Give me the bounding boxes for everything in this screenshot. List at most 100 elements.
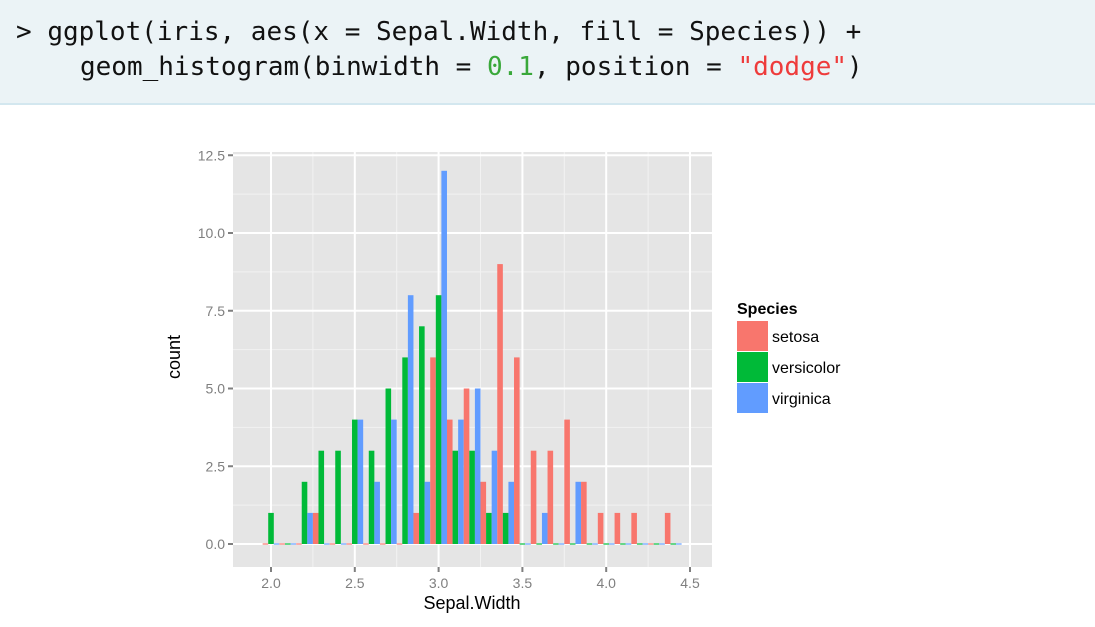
histogram-bar-versicolor [419,326,425,544]
histogram-bar-virginica [273,543,280,545]
code-block: > ggplot(iris, aes(x = Sepal.Width, fill… [0,0,1095,105]
histogram-bar-versicolor [452,450,459,544]
histogram-bar-setosa [279,543,285,545]
histogram-bar-setosa [664,512,671,544]
histogram-bar-virginica [357,419,364,544]
histogram-bar-versicolor [435,295,442,544]
histogram-bar-versicolor [636,543,643,545]
histogram-bar-virginica [324,543,330,545]
histogram-bar-virginica [441,170,447,545]
x-tick-label: 2.0 [261,575,281,591]
histogram-bar-virginica [391,419,397,544]
histogram-bar-setosa [564,419,570,544]
code-text: , position = [533,52,738,82]
code-string: "dodge" [737,52,848,82]
code-text: geom_histogram(binwidth = [80,52,487,82]
histogram-bar-setosa [430,357,436,544]
histogram-bar-virginica [659,543,665,545]
histogram-bar-virginica [407,295,414,544]
histogram-bar-setosa [363,543,369,545]
histogram-bar-setosa [614,512,621,544]
code-line-2: geom_histogram(binwidth = 0.1, position … [80,51,863,83]
histogram-bar-setosa [463,388,470,544]
histogram-bar-versicolor [653,543,660,545]
legend-swatch-virginica [737,383,768,413]
histogram-bar-setosa [262,543,269,545]
y-tick-label: 10.0 [198,225,225,241]
histogram-bar-setosa [312,512,319,544]
legend-title: Species [737,301,798,318]
histogram-bar-virginica [558,543,565,545]
histogram-bar-versicolor [486,512,492,544]
histogram-bar-setosa [648,543,654,545]
histogram-bar-setosa [597,512,604,544]
legend-label-setosa: setosa [772,329,819,346]
histogram-bar-setosa [480,481,487,544]
x-tick-label: 4.0 [596,575,616,591]
legend: Species setosa versicolor virginica [737,301,841,413]
code-text: ) [847,52,863,82]
histogram-bar-setosa [631,512,637,544]
x-tick-label: 2.5 [345,575,365,591]
histogram-bar-setosa [396,543,403,545]
histogram-bar-virginica [541,512,548,544]
y-axis: 0.0 2.5 5.0 7.5 10.0 12.5 [198,147,233,552]
y-tick-label: 12.5 [198,147,225,163]
x-tick-label: 3.5 [513,575,533,591]
y-axis-title: count [164,335,184,379]
histogram-bar-versicolor [352,419,358,544]
y-tick-label: 5.0 [206,381,226,397]
histogram-bar-versicolor [536,543,542,545]
code-line-1: > ggplot(iris, aes(x = Sepal.Width, fill… [16,16,861,48]
histogram-bar-virginica [290,543,297,545]
legend-label-virginica: virginica [772,391,831,408]
histogram-bar-setosa [346,543,353,545]
histogram-bar-setosa [497,264,503,544]
histogram-bar-versicolor [301,481,308,544]
histogram-bar-versicolor [284,543,291,545]
histogram-bar-setosa [379,543,386,545]
histogram-bar-setosa [547,450,554,544]
x-axis-title: Sepal.Width [423,593,520,613]
histogram-bar-versicolor [318,450,325,544]
histogram-bar-virginica [474,388,481,544]
histogram-bar-setosa [296,543,302,545]
code-line-1-text: ggplot(iris, aes(x = Sepal.Width, fill =… [47,17,862,47]
histogram-bar-versicolor [553,543,559,545]
y-tick-label: 7.5 [206,303,226,319]
histogram-bar-virginica [625,543,632,545]
histogram-bar-versicolor [620,543,626,545]
histogram-bar-virginica [575,481,582,544]
histogram-bar-versicolor [603,543,609,545]
histogram-bar-versicolor [385,388,392,544]
x-tick-label: 4.5 [680,575,700,591]
histogram-bar-versicolor [586,543,593,545]
histogram-bar-setosa [446,419,453,544]
histogram-bars [262,170,682,545]
histogram-bar-virginica [424,481,431,544]
histogram-bar-versicolor [469,450,475,544]
histogram-bar-versicolor [519,543,526,545]
histogram-bar-virginica [608,543,615,545]
histogram-bar-versicolor [670,543,677,545]
histogram-bar-virginica [458,419,464,544]
histogram-bar-virginica [592,543,598,545]
histogram-bar-versicolor [569,543,576,545]
histogram-bar-virginica [642,543,649,545]
x-axis: 2.0 2.5 3.0 3.5 4.0 4.5 [261,567,700,591]
histogram-bar-virginica [491,450,498,544]
histogram-bar-setosa [581,481,587,544]
histogram-bar-setosa [413,512,420,544]
histogram-bar-setosa [530,450,537,544]
histogram-bar-virginica [374,481,380,544]
y-tick-label: 2.5 [206,458,226,474]
histogram-bar-virginica [340,543,347,545]
histogram-bar-setosa [329,543,336,545]
prompt: > [16,17,32,47]
legend-label-versicolor: versicolor [772,360,841,377]
histogram-bar-virginica [676,543,682,545]
histogram-bar-virginica [525,543,531,545]
legend-swatch-setosa [737,321,768,351]
y-tick-label: 0.0 [206,536,226,552]
